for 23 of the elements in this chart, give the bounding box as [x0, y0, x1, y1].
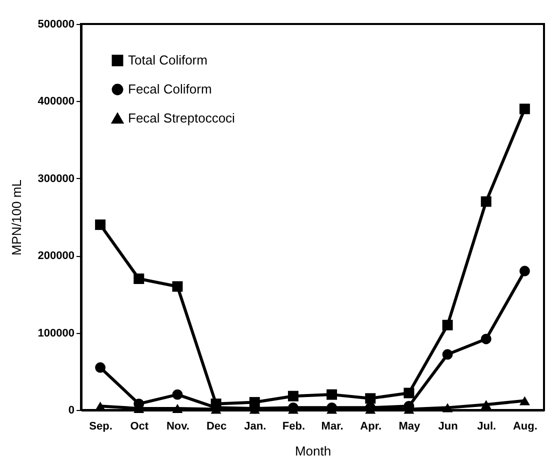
x-tick-label: Oct: [130, 420, 149, 432]
y-tick-label: 500000: [38, 18, 74, 30]
x-tick-label: Dec: [206, 420, 227, 432]
x-axis-title: Month: [294, 444, 332, 458]
y-tick-label: 300000: [38, 172, 74, 185]
x-tick-label: Jun: [438, 420, 458, 432]
legend-label: Fecal Coliform: [128, 82, 212, 96]
x-tick-label: Jan.: [244, 420, 266, 432]
x-tick-label: Nov.: [166, 420, 190, 432]
x-tick-label: Jul.: [477, 420, 496, 432]
x-tick-label: Aug.: [512, 420, 538, 432]
x-tick-label: Sep.: [89, 420, 112, 432]
y-tick-label: 0: [68, 404, 74, 416]
x-tick-label: Mar.: [321, 420, 344, 432]
y-tick-label: 200000: [38, 250, 74, 262]
legend-label: Total Coliform: [128, 52, 208, 68]
y-tick-label: 100000: [38, 327, 74, 340]
y-tick-label: 400000: [38, 96, 74, 108]
legend-label: Fecal Streptoccoci: [128, 110, 236, 126]
x-tick-label: May: [398, 420, 422, 432]
x-tick-label: Feb.: [282, 420, 306, 432]
x-tick-label: Apr.: [360, 420, 382, 432]
y-axis-title: MPN/100 mL: [8, 180, 24, 256]
